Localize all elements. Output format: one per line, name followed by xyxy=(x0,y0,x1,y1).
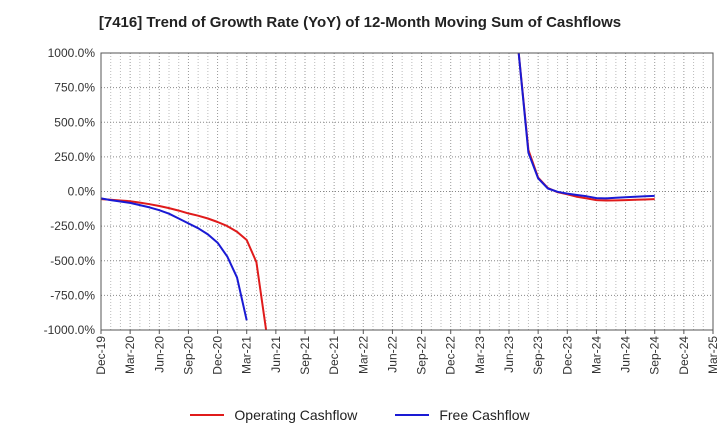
x-tick-label: Sep-24 xyxy=(648,336,662,375)
legend-item-free-cashflow: Free Cashflow xyxy=(395,407,530,423)
x-tick-label: Dec-20 xyxy=(211,336,225,375)
y-tick-label: -750.0% xyxy=(50,288,95,302)
legend-item-operating-cashflow: Operating Cashflow xyxy=(190,407,357,423)
y-tick-label: -250.0% xyxy=(50,219,95,233)
x-tick-label: Dec-21 xyxy=(327,336,341,375)
legend-swatch-operating-cashflow xyxy=(190,414,225,416)
x-tick-label: Dec-22 xyxy=(444,336,458,375)
legend-label-operating-cashflow: Operating Cashflow xyxy=(234,407,358,423)
series-lines xyxy=(101,53,655,330)
x-tick-label: Jun-21 xyxy=(269,336,283,373)
x-tick-label: Dec-23 xyxy=(560,336,574,375)
x-tick-label: Jun-22 xyxy=(385,336,399,373)
chart-title: [7416] Trend of Growth Rate (YoY) of 12-… xyxy=(98,14,622,31)
x-tick-label: Mar-23 xyxy=(473,336,487,374)
x-tick-label: Mar-24 xyxy=(589,336,603,374)
x-tick-label: Dec-19 xyxy=(94,336,108,375)
x-tick-label: Mar-21 xyxy=(240,336,254,374)
y-tick-label: 250.0% xyxy=(54,150,95,164)
series-line-operating-cashflow xyxy=(101,198,268,330)
plot-frame xyxy=(100,52,714,331)
legend-label-free-cashflow: Free Cashflow xyxy=(439,407,530,423)
legend: Operating Cashflow Free Cashflow xyxy=(0,403,720,427)
series-line-free-cashflow xyxy=(101,197,248,321)
x-tick-label: Sep-23 xyxy=(531,336,545,375)
x-tick-label: Jun-23 xyxy=(502,336,516,373)
x-tick-label: Sep-20 xyxy=(181,336,195,375)
tick-labels: 1000.0% 750.0% 500.0% 250.0% 0.0% -250.0% -500… xyxy=(44,46,720,375)
y-tick-label: -500.0% xyxy=(50,254,95,268)
x-tick-label: Jun-24 xyxy=(619,336,633,373)
y-tick-label: 0.0% xyxy=(68,185,96,199)
grid-lines xyxy=(101,53,713,330)
y-tick-label: 500.0% xyxy=(54,115,95,129)
y-tick-label: -1000.0% xyxy=(44,323,96,337)
y-tick-label: 1000.0% xyxy=(48,46,96,60)
x-tick-label: Sep-22 xyxy=(415,336,429,375)
series-line-free-cashflow xyxy=(517,53,655,200)
legend-swatch-free-cashflow xyxy=(395,414,430,416)
x-tick-label: Dec-24 xyxy=(677,336,691,375)
x-tick-label: Mar-22 xyxy=(356,336,370,374)
x-tick-label: Mar-20 xyxy=(123,336,137,374)
x-tick-label: Mar-25 xyxy=(706,336,720,374)
x-tick-label: Jun-20 xyxy=(152,336,166,373)
x-tick-label: Sep-21 xyxy=(298,336,312,375)
y-tick-label: 750.0% xyxy=(54,81,95,95)
